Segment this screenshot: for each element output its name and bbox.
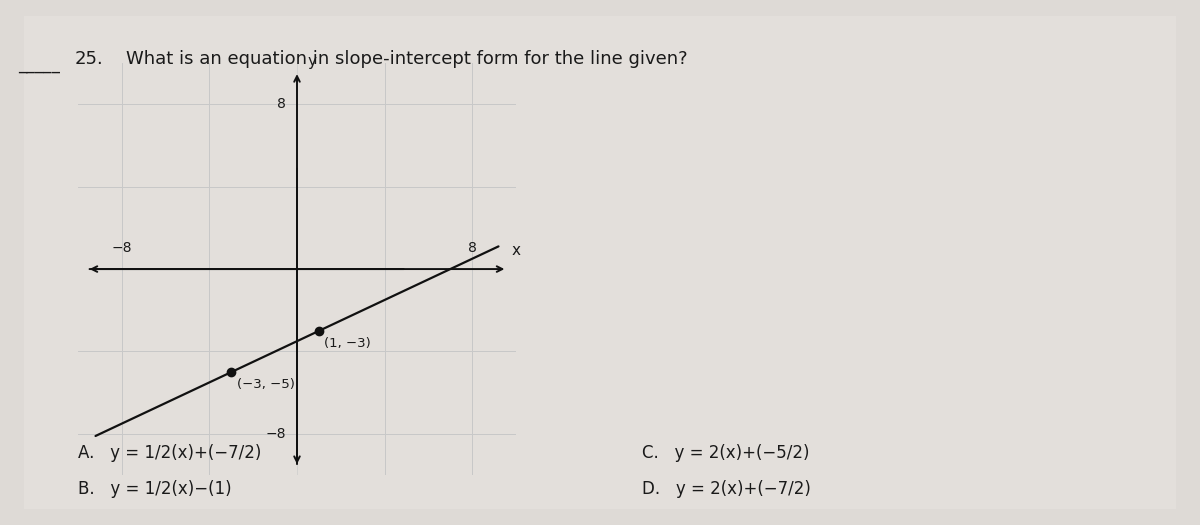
Text: x: x [511, 243, 521, 258]
Text: 8: 8 [277, 97, 286, 111]
Text: 8: 8 [468, 240, 476, 255]
Text: What is an equation in slope-intercept form for the line given?: What is an equation in slope-intercept f… [126, 50, 688, 68]
Text: (−3, −5): (−3, −5) [236, 379, 295, 391]
Text: −8: −8 [112, 240, 132, 255]
Text: _____: _____ [18, 55, 60, 73]
Text: C.   y = 2(x)+(−5/2): C. y = 2(x)+(−5/2) [642, 444, 810, 461]
Text: D.   y = 2(x)+(−7/2): D. y = 2(x)+(−7/2) [642, 480, 811, 498]
Text: B.   y = 1/2(x)−(1): B. y = 1/2(x)−(1) [78, 480, 232, 498]
Text: −8: −8 [265, 427, 286, 441]
Text: y: y [308, 54, 317, 69]
Text: (1, −3): (1, −3) [324, 337, 371, 350]
Text: A.   y = 1/2(x)+(−7/2): A. y = 1/2(x)+(−7/2) [78, 444, 262, 461]
Text: 25.: 25. [74, 50, 103, 68]
